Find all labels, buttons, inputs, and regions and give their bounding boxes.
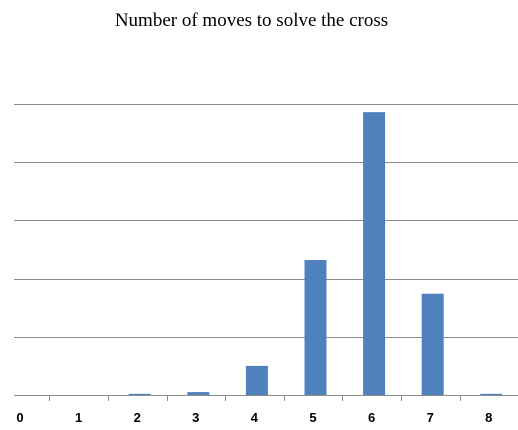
x-tick-label-3: 3 [192,410,199,425]
bar-5 [304,259,327,395]
bar-7 [421,293,444,395]
chart-title: Number of moves to solve the cross [114,10,389,31]
bars [128,112,503,396]
bar-4 [245,365,268,395]
x-axis: 0 1 2 3 4 5 6 7 8 [14,395,518,425]
x-tick-label-2: 2 [134,410,141,425]
x-tick-label-5: 5 [309,410,316,425]
x-tick-label-4: 4 [251,410,259,425]
bar-3 [187,392,210,395]
x-tick-label-7: 7 [427,410,434,425]
bar-6 [363,112,386,395]
x-tick-label-0: 0 [16,410,23,425]
x-tick-label-6: 6 [368,410,375,425]
bar-2 [128,393,151,396]
x-tick-label-8: 8 [485,410,492,425]
x-tick-label-1: 1 [75,410,82,425]
bar-8 [480,393,503,396]
